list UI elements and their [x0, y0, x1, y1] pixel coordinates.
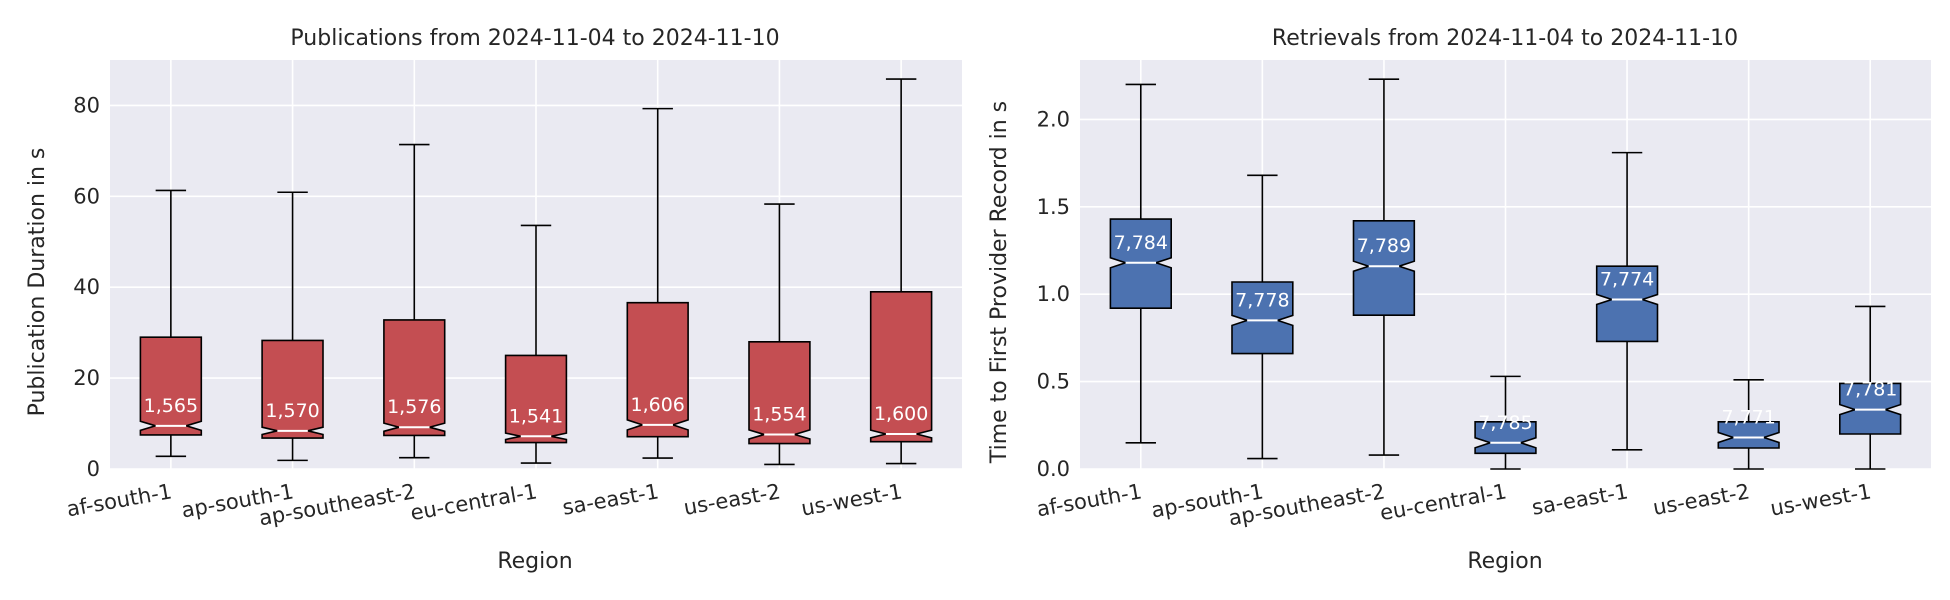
box-plot: 7,771 [1717, 379, 1780, 470]
count-label: 1,565 [144, 395, 198, 417]
count-label: 1,541 [509, 405, 563, 427]
box [383, 319, 446, 437]
box-plot: 7,778 [1231, 174, 1294, 460]
count-label: 1,576 [387, 396, 441, 418]
y-tick-label: 80 [73, 93, 100, 117]
box [626, 301, 689, 438]
x-tick-label: af-south-1 [65, 479, 174, 521]
x-tick-label: sa-east-1 [1530, 479, 1630, 520]
x-tick-label: us-east-2 [1651, 479, 1751, 520]
box-plot: 1,554 [748, 203, 811, 466]
chart-title: Retrievals from 2024-11-04 to 2024-11-10 [1272, 26, 1738, 51]
count-label: 7,784 [1114, 232, 1168, 254]
box [504, 354, 568, 444]
x-axis-label: Region [1467, 549, 1542, 574]
box-plot: 7,774 [1595, 151, 1659, 451]
box [748, 340, 811, 445]
x-tick-label: us-west-1 [1768, 479, 1873, 520]
box [869, 290, 933, 443]
x-tick-label: us-west-1 [799, 479, 904, 520]
box [261, 339, 324, 439]
box [1717, 420, 1780, 449]
y-axis-label: Time to First Provider Record in s [987, 101, 1012, 464]
box-plot: 1,570 [261, 191, 324, 462]
count-label: 7,774 [1600, 268, 1654, 290]
x-tick-label: us-east-2 [682, 479, 782, 520]
box [1474, 420, 1537, 455]
box [1231, 281, 1294, 355]
count-label: 1,600 [874, 403, 928, 425]
y-tick-label: 1.5 [1037, 195, 1070, 219]
y-tick-label: 1.0 [1037, 282, 1070, 306]
y-tick-label: 40 [73, 275, 100, 299]
box [1352, 220, 1416, 317]
x-axis-label: Region [497, 549, 572, 574]
y-tick-label: 60 [73, 184, 100, 208]
box-plot: 1,541 [504, 224, 568, 464]
y-tick-label: 20 [73, 366, 100, 390]
box-plot: 1,576 [383, 143, 446, 459]
y-tick-label: 2.0 [1037, 107, 1070, 131]
count-label: 7,785 [1478, 412, 1532, 434]
x-tick-label: sa-east-1 [561, 479, 661, 520]
box-plot: 1,565 [139, 189, 203, 458]
x-tick-label: eu-central-1 [1378, 479, 1508, 525]
x-tick-label: af-south-1 [1035, 479, 1144, 521]
retrievals-chart: Retrievals from 2024-11-04 to 2024-11-10… [987, 26, 1931, 574]
box-plot: 7,785 [1474, 375, 1537, 470]
publications-chart: Publications from 2024-11-04 to 2024-11-… [25, 26, 962, 574]
box-plot: 7,784 [1109, 83, 1172, 444]
box [139, 336, 203, 436]
count-label: 7,778 [1235, 289, 1289, 311]
y-axis-label: Publication Duration in s [25, 148, 50, 417]
box-plot: 1,606 [626, 107, 689, 459]
y-tick-label: 0.5 [1037, 370, 1070, 394]
box-plot: 1,600 [869, 78, 933, 465]
count-label: 1,570 [265, 400, 319, 422]
count-label: 1,554 [752, 403, 806, 425]
count-label: 7,789 [1357, 235, 1411, 257]
box [1595, 265, 1659, 343]
chart-title: Publications from 2024-11-04 to 2024-11-… [290, 26, 779, 51]
x-tick-label: eu-central-1 [409, 479, 539, 525]
y-tick-label: 0.0 [1037, 457, 1070, 481]
y-tick-label: 0 [87, 457, 100, 481]
box-plot: 7,781 [1839, 305, 1902, 470]
count-label: 1,606 [631, 394, 685, 416]
box-plot: 7,789 [1352, 78, 1416, 456]
count-label: 7,781 [1843, 379, 1897, 401]
count-label: 7,771 [1721, 407, 1775, 429]
